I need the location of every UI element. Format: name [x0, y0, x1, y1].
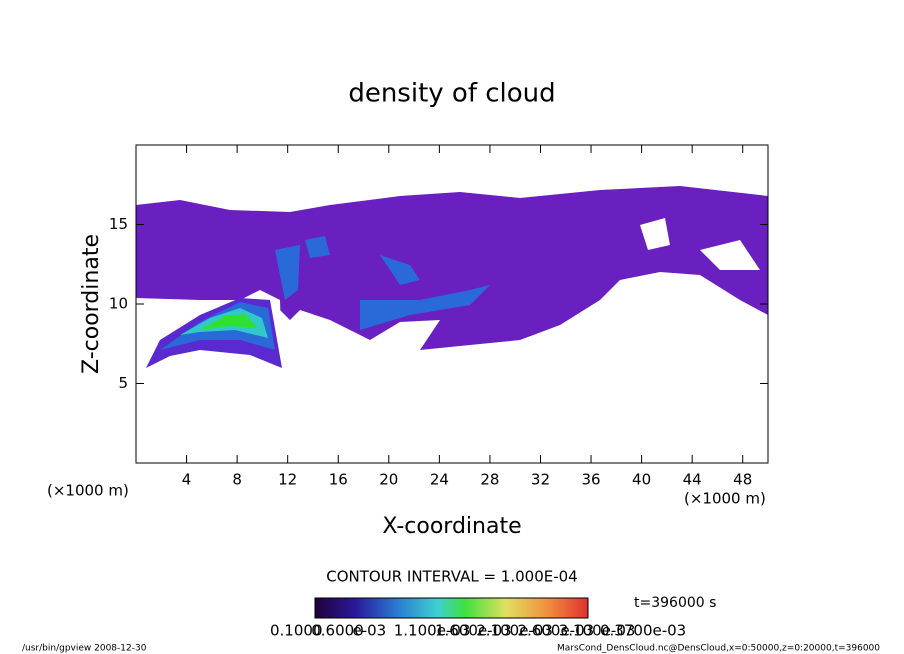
x-unit: (×1000 m) [684, 490, 766, 508]
x-tick-label: 12 [278, 471, 297, 489]
footer-right: MarsCond_DensCloud.nc@DensCloud,x=0:5000… [557, 644, 880, 654]
y-tick-label: 15 [109, 215, 128, 233]
colorbar-label: 0.3700e-03 [600, 622, 686, 640]
y-tick-label: 5 [118, 374, 128, 392]
x-tick-label: 36 [581, 471, 600, 489]
x-tick-label: 44 [683, 471, 702, 489]
contour-interval: CONTOUR INTERVAL = 1.000E-04 [326, 568, 577, 586]
colorbar-label: e-03 [353, 622, 387, 640]
colorbar-label: 3.100e-03 [559, 622, 636, 640]
colorbar-label: 0.1000 [270, 622, 323, 640]
x-tick-label: 8 [232, 471, 242, 489]
y-unit: (×1000 m) [47, 482, 129, 500]
x-tick-label: 40 [632, 471, 651, 489]
colorbar [314, 597, 589, 619]
x-tick-label: 32 [531, 471, 550, 489]
x-tick-label: 48 [733, 471, 752, 489]
colorbar-label: 1.600e-03 [435, 622, 512, 640]
chart-title: density of cloud [348, 79, 555, 109]
y-axis-label: Z-coordinate [79, 234, 104, 374]
colorbar-label: 1.100e-03 [394, 622, 471, 640]
footer-left: /usr/bin/gpview 2008-12-30 [22, 644, 147, 654]
cloud-field [136, 186, 768, 368]
x-tick-label: 4 [182, 471, 192, 489]
x-tick-label: 28 [480, 471, 499, 489]
time-label: t=396000 s [634, 595, 716, 611]
x-axis-label: X-coordinate [382, 514, 521, 539]
colorbar-label: 0.6000 [311, 622, 364, 640]
x-tick-label: 24 [430, 471, 449, 489]
y-tick-label: 10 [109, 295, 128, 313]
x-tick-label: 16 [329, 471, 348, 489]
colorbar-label: 2.600e-03 [518, 622, 595, 640]
colorbar-label: 2.100e-03 [476, 622, 553, 640]
x-tick-label: 20 [379, 471, 398, 489]
